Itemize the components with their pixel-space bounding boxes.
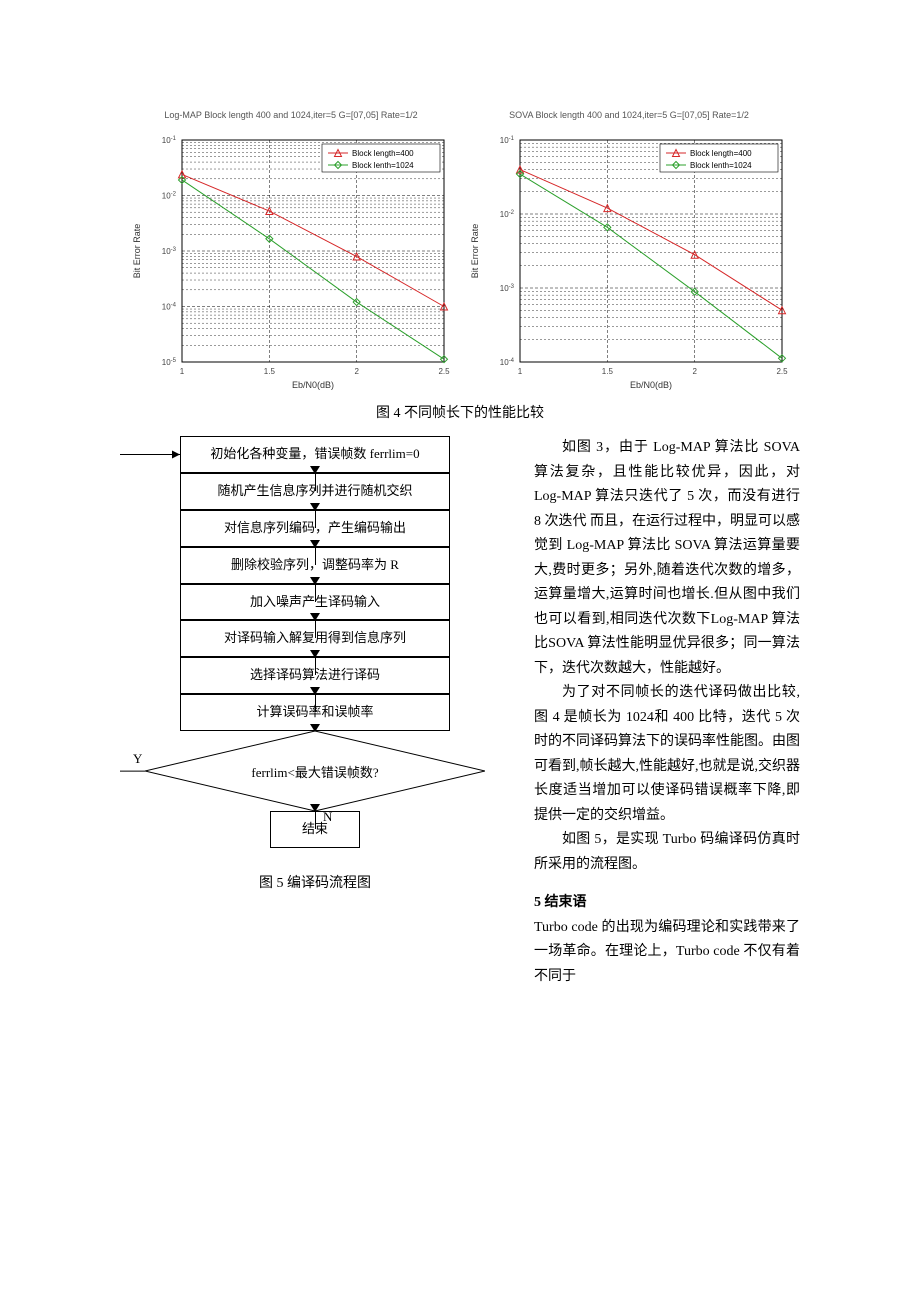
flow-decision-label: ferrlim<最大错误帧数? (145, 731, 485, 811)
svg-text:10-4: 10-4 (500, 358, 515, 367)
flowchart: 初始化各种变量，错误帧数 ferrlim=0随机产生信息序列并进行随机交织对信息… (120, 436, 510, 848)
svg-text:Eb/N0(dB): Eb/N0(dB) (630, 380, 672, 390)
svg-text:10-2: 10-2 (500, 210, 515, 219)
svg-text:Block lenth=1024: Block lenth=1024 (352, 161, 414, 170)
paragraph-4: Turbo code 的出现为编码理论和实践带来了一场革命。在理论上，Turbo… (534, 916, 800, 990)
svg-text:1.5: 1.5 (602, 367, 614, 376)
paragraph-3: 如图 5，是实现 Turbo 码编译码仿真时所采用的流程图。 (534, 828, 800, 877)
svg-text:Block lenth=1024: Block lenth=1024 (690, 161, 752, 170)
svg-text:2.5: 2.5 (776, 367, 788, 376)
svg-text:Eb/N0(dB): Eb/N0(dB) (292, 380, 334, 390)
svg-text:Bit Error Rate: Bit Error Rate (470, 224, 480, 279)
lower-section: 初始化各种变量，错误帧数 ferrlim=0随机产生信息序列并进行随机交织对信息… (120, 436, 800, 989)
flow-yes-label: Y (133, 751, 142, 767)
svg-text:Block length=400: Block length=400 (352, 149, 414, 158)
flowchart-column: 初始化各种变量，错误帧数 ferrlim=0随机产生信息序列并进行随机交织对信息… (120, 436, 510, 892)
chart-svg-right: 1 1.5 2 2.5 10-4 10-3 10-2 10-1 Eb/N0(dB) Bit Err… (464, 122, 794, 392)
svg-text:10-3: 10-3 (162, 247, 177, 256)
svg-text:10-4: 10-4 (162, 303, 177, 312)
svg-text:10-2: 10-2 (162, 192, 177, 201)
svg-text:10-1: 10-1 (500, 136, 515, 145)
flow-decision: ferrlim<最大错误帧数? (145, 731, 485, 811)
fig4-caption: 图 4 不同帧长下的性能比较 (120, 402, 800, 422)
body-text: 如图 3，由于 Log-MAP 算法比 SOVA 算法复杂，且性能比较优异，因此… (534, 436, 800, 989)
svg-text:10-3: 10-3 (500, 284, 515, 293)
flow-no-label: N (323, 809, 332, 825)
svg-text:10-1: 10-1 (162, 136, 177, 145)
charts-row: Log-MAP Block length 400 and 1024,iter=5… (120, 110, 800, 392)
chart-title-left: Log-MAP Block length 400 and 1024,iter=5… (126, 110, 456, 120)
svg-text:1: 1 (518, 367, 523, 376)
fig5-caption: 图 5 编译码流程图 (259, 872, 371, 892)
svg-text:1: 1 (180, 367, 185, 376)
chart-logmap: Log-MAP Block length 400 and 1024,iter=5… (126, 110, 456, 392)
section-5-heading: 5 结束语 (534, 891, 800, 916)
svg-text:Bit Error Rate: Bit Error Rate (132, 224, 142, 279)
paragraph-2: 为了对不同帧长的迭代译码做出比较,图 4 是帧长为 1024和 400 比特，迭… (534, 681, 800, 828)
svg-text:2.5: 2.5 (438, 367, 450, 376)
svg-text:10-5: 10-5 (162, 358, 177, 367)
svg-text:Block length=400: Block length=400 (690, 149, 752, 158)
svg-text:2: 2 (354, 367, 359, 376)
svg-text:2: 2 (692, 367, 697, 376)
chart-svg-left: 1 1.5 2 2.5 10-5 10-4 10-3 10-2 10-1 Eb/N0(dB) Bit… (126, 122, 456, 392)
chart-sova: SOVA Block length 400 and 1024,iter=5 G=… (464, 110, 794, 392)
paragraph-1: 如图 3，由于 Log-MAP 算法比 SOVA 算法复杂，且性能比较优异，因此… (534, 436, 800, 681)
svg-text:1.5: 1.5 (264, 367, 276, 376)
chart-title-right: SOVA Block length 400 and 1024,iter=5 G=… (464, 110, 794, 120)
